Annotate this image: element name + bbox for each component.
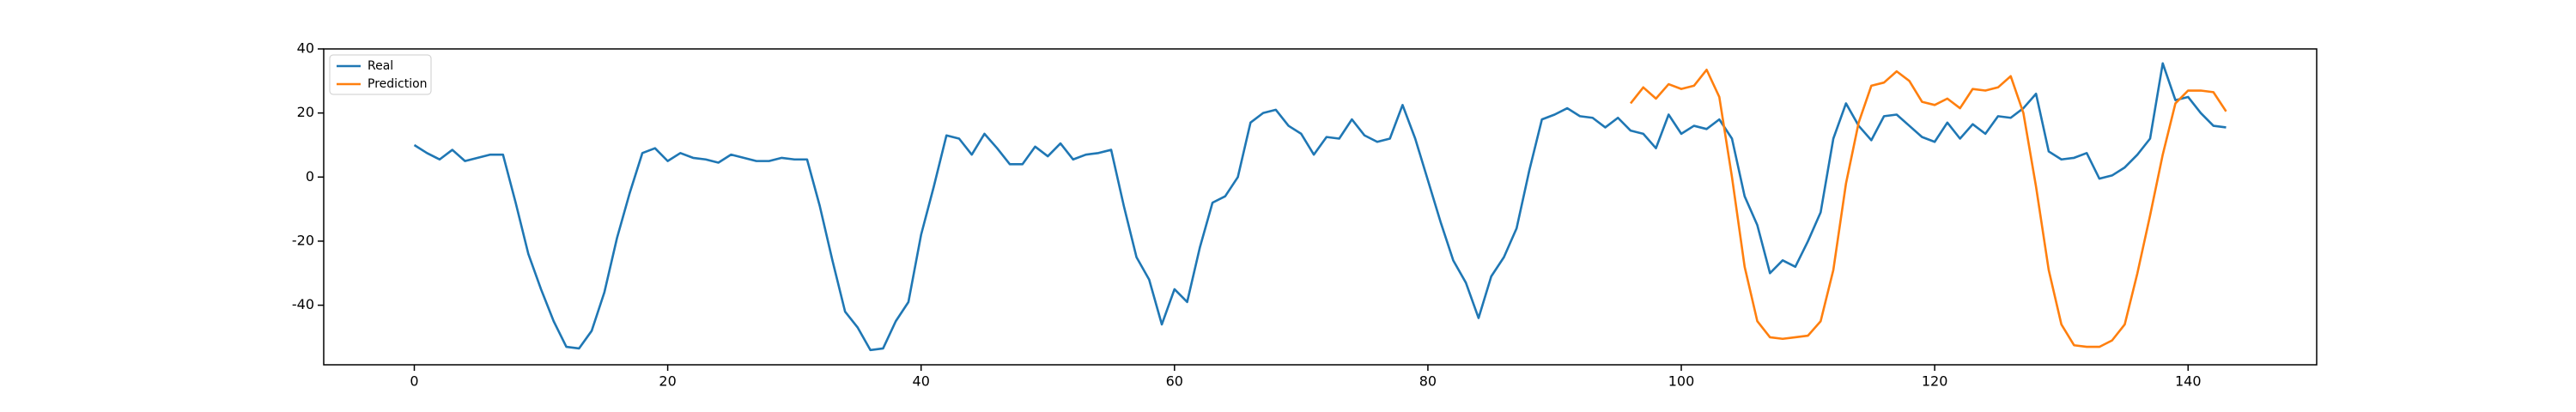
y-tick-label: -20 bbox=[292, 232, 314, 248]
y-tick-label: 0 bbox=[306, 168, 314, 185]
line-series bbox=[1629, 68, 2227, 348]
y-tick-label: -40 bbox=[292, 296, 314, 312]
x-tick-label: 0 bbox=[410, 373, 418, 390]
x-tick-label: 40 bbox=[913, 373, 930, 390]
y-tick-label: 40 bbox=[297, 40, 314, 57]
x-tick-label: 20 bbox=[659, 373, 676, 390]
legend-label: Real bbox=[368, 59, 393, 73]
x-tick-label: 60 bbox=[1166, 373, 1183, 390]
x-tick-label: 100 bbox=[1668, 373, 1695, 390]
line-series bbox=[413, 62, 2227, 352]
x-tick-label: 140 bbox=[2175, 373, 2202, 390]
x-tick-label: 80 bbox=[1419, 373, 1437, 390]
axes-frame bbox=[323, 48, 2318, 366]
legend-label: Prediction bbox=[368, 77, 428, 91]
x-tick-label: 120 bbox=[1922, 373, 1948, 390]
y-tick-label: 20 bbox=[297, 104, 314, 120]
